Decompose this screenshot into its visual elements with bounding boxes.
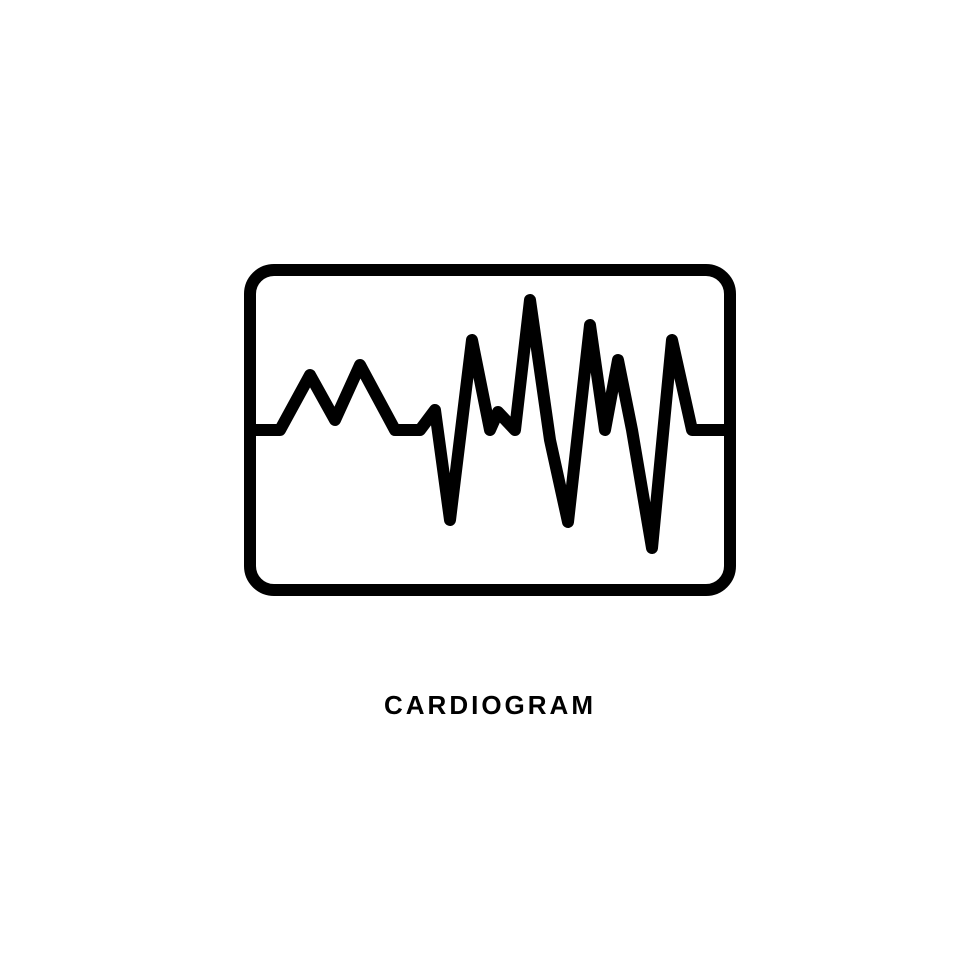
- cardiogram-icon: [240, 260, 740, 600]
- cardiogram-label: CARDIOGRAM: [384, 690, 596, 721]
- cardiogram-icon-block: CARDIOGRAM: [240, 260, 740, 721]
